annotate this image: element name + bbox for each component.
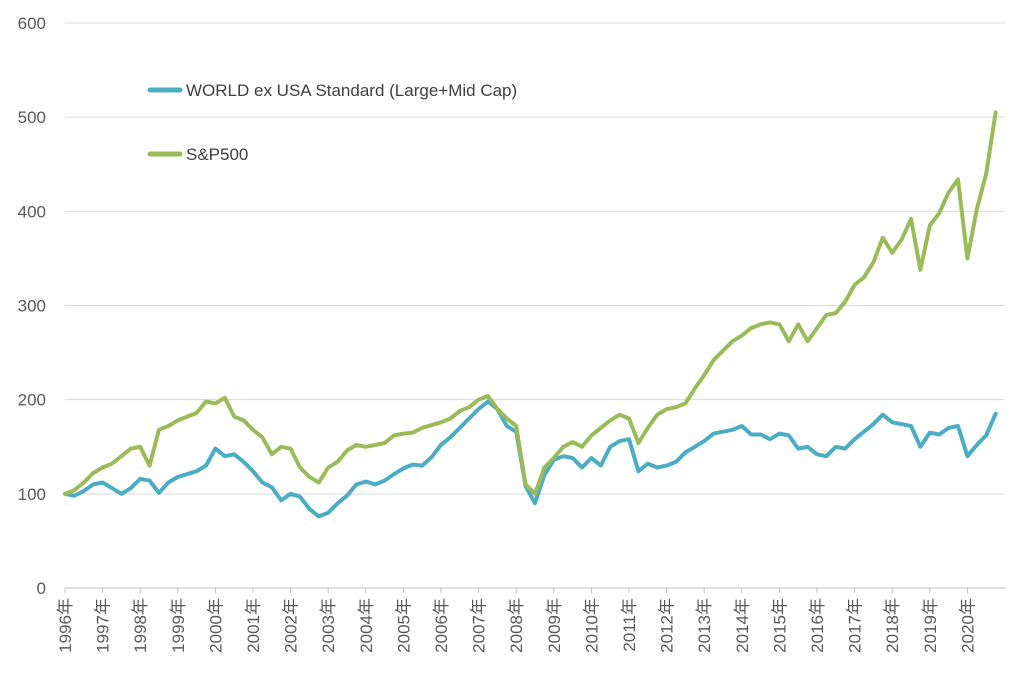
- x-tick-label: 2003年: [319, 598, 338, 653]
- x-tick-label: 1999年: [169, 598, 188, 653]
- x-tick-label: 2007年: [470, 598, 489, 653]
- x-tick-label: 2002年: [282, 598, 301, 653]
- x-tick-label: 2017年: [846, 598, 865, 653]
- x-tick-label: 2005年: [394, 598, 413, 653]
- x-tick-label: 2006年: [432, 598, 451, 653]
- x-tick-label: 2016年: [808, 598, 827, 653]
- x-tick-label: 2013年: [695, 598, 714, 653]
- y-tick-label: 100: [18, 485, 46, 504]
- legend: WORLD ex USA Standard (Large+Mid Cap) S&…: [147, 81, 517, 164]
- series-lines: [63, 110, 998, 519]
- y-tick-label: 600: [18, 14, 46, 33]
- x-tick-label: 2015年: [770, 598, 789, 653]
- series-line-world-ex-usa: [63, 399, 998, 519]
- y-axis: 0 100 200 300 400 500 600: [18, 14, 46, 598]
- legend-label-sp500: S&P500: [186, 145, 248, 164]
- y-tick-label: 0: [37, 579, 46, 598]
- x-tick-label: 2011年: [620, 598, 639, 652]
- x-tick-label: 2009年: [545, 598, 564, 653]
- x-tick-label: 2012年: [658, 598, 677, 653]
- x-tick-label: 2001年: [244, 598, 263, 653]
- x-tick-label: 2004年: [357, 598, 376, 653]
- y-tick-label: 200: [18, 391, 46, 410]
- x-axis: 1996年 1997年 1998年 1999年 2000年 2001年 2002年 2003年…: [56, 588, 977, 653]
- x-tick-label: 2018年: [883, 598, 902, 653]
- legend-label-world: WORLD ex USA Standard (Large+Mid Cap): [186, 81, 517, 100]
- x-tick-label: 2000年: [206, 598, 225, 653]
- x-tick-label: 1997年: [94, 598, 113, 653]
- x-tick-label: 2010年: [582, 598, 601, 653]
- x-tick-label: 1996年: [56, 598, 75, 653]
- x-tick-label: 2014年: [733, 598, 752, 653]
- y-tick-label: 400: [18, 202, 46, 221]
- x-tick-label: 2020年: [958, 598, 977, 653]
- x-tick-label: 2008年: [507, 598, 526, 653]
- x-tick-label: 1998年: [131, 598, 150, 653]
- y-tick-label: 500: [18, 108, 46, 127]
- y-tick-label: 300: [18, 297, 46, 316]
- series-line-sp500: [63, 110, 998, 496]
- x-tick-label: 2019年: [921, 598, 940, 653]
